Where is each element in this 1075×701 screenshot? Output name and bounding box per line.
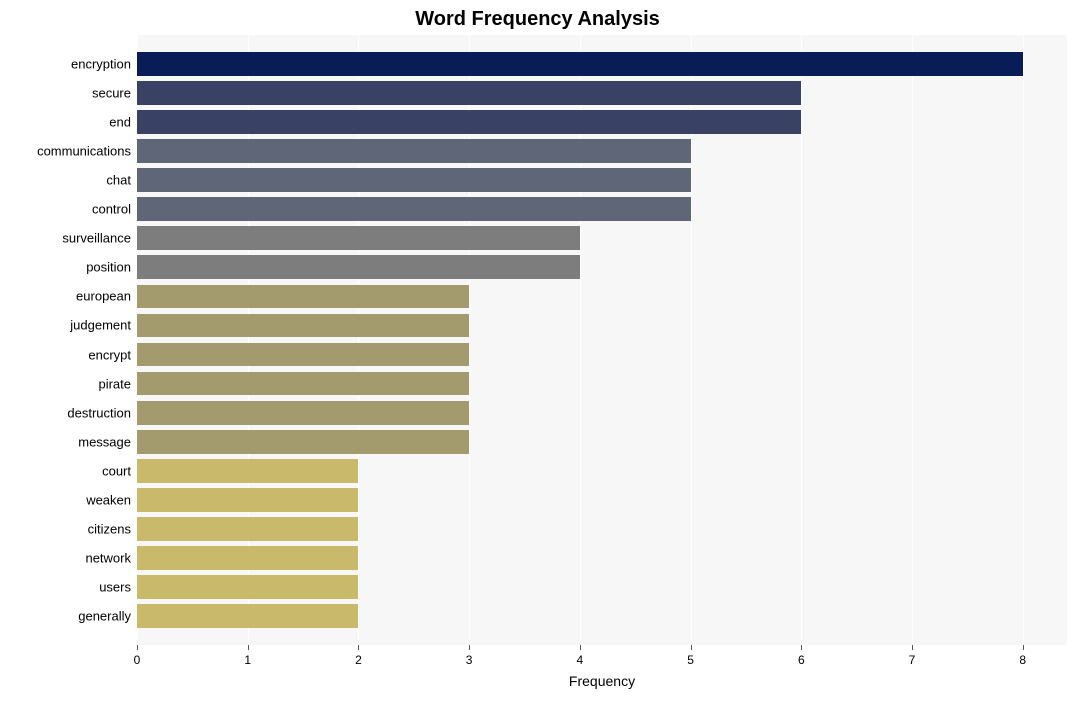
bar [137, 226, 580, 250]
bar [137, 168, 691, 192]
y-tick-label: judgement [70, 318, 131, 333]
y-tick-label: message [78, 434, 131, 449]
y-tick-label: citizens [88, 521, 131, 536]
x-tick-mark [691, 645, 692, 650]
x-axis-label: Frequency [569, 673, 635, 689]
x-tick-mark [469, 645, 470, 650]
x-tick-label: 0 [134, 653, 141, 667]
y-tick-label: pirate [98, 376, 131, 391]
y-tick-label: control [92, 202, 131, 217]
bar [137, 314, 469, 338]
word-frequency-chart: Word Frequency Analysis encryption secure… [0, 0, 1075, 701]
x-tick-mark [912, 645, 913, 650]
y-tick-label: european [76, 289, 131, 304]
bar [137, 488, 358, 512]
y-tick-label: generally [78, 608, 131, 623]
bar [137, 459, 358, 483]
x-tick-label: 5 [687, 653, 694, 667]
bar [137, 285, 469, 309]
bar [137, 110, 801, 134]
x-tick-label: 7 [909, 653, 916, 667]
grid-line [912, 35, 913, 645]
y-tick-label: chat [106, 173, 131, 188]
x-tick-label: 1 [244, 653, 251, 667]
x-tick-label: 3 [466, 653, 473, 667]
bar [137, 52, 1023, 76]
grid-line [1023, 35, 1024, 645]
plot-area [137, 35, 1067, 645]
y-tick-label: destruction [67, 405, 131, 420]
bar [137, 517, 358, 541]
bar [137, 255, 580, 279]
x-tick-mark [248, 645, 249, 650]
x-tick-mark [580, 645, 581, 650]
bar [137, 139, 691, 163]
x-tick-mark [1023, 645, 1024, 650]
x-tick-label: 6 [798, 653, 805, 667]
x-tick-label: 2 [355, 653, 362, 667]
x-tick-mark [801, 645, 802, 650]
y-tick-label: communications [37, 144, 131, 159]
y-tick-label: network [85, 550, 131, 565]
x-tick-mark [358, 645, 359, 650]
y-tick-label: encrypt [88, 347, 131, 362]
x-tick-label: 8 [1019, 653, 1026, 667]
bar [137, 401, 469, 425]
bar [137, 604, 358, 628]
bar [137, 575, 358, 599]
x-tick-mark [137, 645, 138, 650]
bar [137, 343, 469, 367]
grid-line [801, 35, 802, 645]
y-tick-label: secure [92, 86, 131, 101]
y-tick-label: position [86, 260, 131, 275]
y-tick-label: users [99, 579, 131, 594]
y-tick-label: encryption [71, 57, 131, 72]
x-tick-label: 4 [577, 653, 584, 667]
bar [137, 430, 469, 454]
bar [137, 546, 358, 570]
bar [137, 81, 801, 105]
y-tick-label: weaken [86, 492, 131, 507]
y-tick-label: surveillance [62, 231, 131, 246]
bar [137, 372, 469, 396]
y-tick-label: end [109, 115, 131, 130]
y-tick-label: court [102, 463, 131, 478]
chart-title: Word Frequency Analysis [0, 8, 1075, 31]
bar [137, 197, 691, 221]
